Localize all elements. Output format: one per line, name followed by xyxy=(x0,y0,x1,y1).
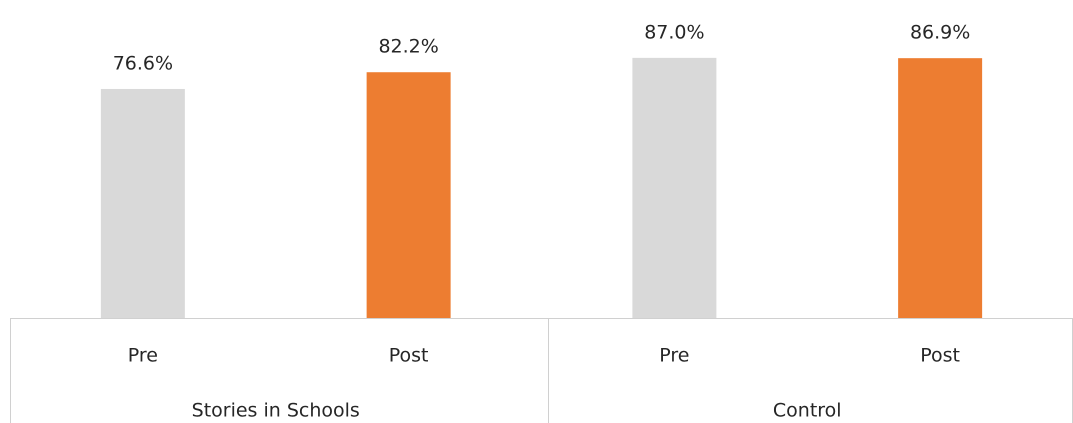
bar xyxy=(632,57,717,319)
data-label: 87.0% xyxy=(644,21,704,43)
bar xyxy=(898,58,983,318)
group-label: Stories in Schools xyxy=(192,400,360,422)
x-tick-label: Pre xyxy=(128,345,158,367)
bar xyxy=(100,88,185,318)
group-label: Control xyxy=(773,400,842,422)
x-tick-label: Pre xyxy=(659,345,689,367)
x-tick-label: Post xyxy=(920,345,960,367)
x-tick-label: Post xyxy=(389,345,429,367)
data-label: 86.9% xyxy=(910,22,970,44)
bar xyxy=(366,72,451,318)
data-label: 76.6% xyxy=(113,52,173,74)
data-label: 82.2% xyxy=(378,36,438,58)
